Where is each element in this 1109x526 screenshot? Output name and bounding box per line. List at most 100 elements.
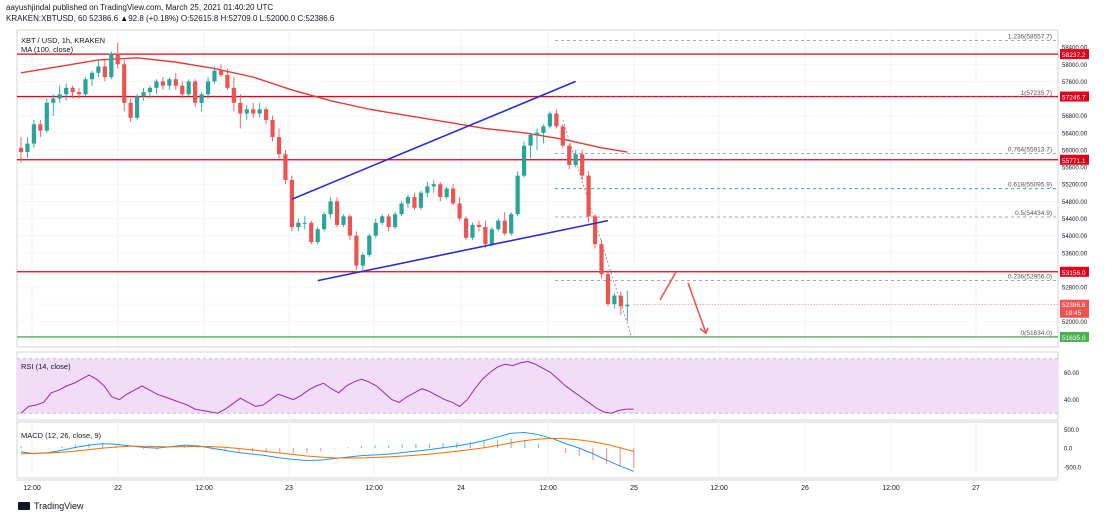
y-tick-label: 54800.00 [1062,200,1088,206]
candle-body-down [554,113,559,127]
candle-body-up [547,113,552,127]
fibonacci-level-label: 1(57235.7) [1021,90,1052,97]
candle-body-down [276,137,282,155]
candle-body-down [463,218,469,238]
x-tick-label: 25 [630,485,638,492]
price-label-badge [1060,49,1089,60]
candle-body-up [496,220,501,230]
y-tick-label: 56000.00 [1062,148,1088,154]
macd-axis-label: 0.0 [1064,447,1073,453]
candle-body-down [102,66,107,78]
chart-canvas[interactable]: 12:00 22 12:00 23 12:00 24 12:00 25 12:00 26 12:00… [0,0,1109,500]
y-tick-label: 55600.00 [1062,166,1088,172]
x-tick-label: 12:00 [195,485,213,492]
candle-body-up [186,81,191,95]
y-tick-label: 54400.00 [1062,217,1088,223]
candle-body-up [373,222,378,236]
support-level-label: 51635.0 [1062,335,1086,342]
candle-body-up [522,145,527,176]
price-level-label: 58237.2 [1062,52,1086,59]
candle-body-down [386,216,391,228]
x-tick-label: 12:00 [882,485,900,492]
candle-body-down [605,274,611,305]
candle-body-down [38,124,43,131]
candle-body-down [438,184,443,198]
candle-body-down [347,216,353,236]
support-label-badge [1060,331,1089,342]
projection-arrow-down [687,282,707,334]
candle-body-up [380,216,385,223]
candle-body-up [541,126,546,133]
candle-body-down [115,53,120,65]
main-pane-symbol-label: XBT / USD, 1h, KRAKEN [21,36,106,45]
candle-body-down [334,201,340,225]
macd-pane-frame [16,421,1059,479]
candle-body-down [180,85,185,95]
price-label-badge [1060,91,1089,102]
candle-body-up [418,192,423,208]
candle-body-down [580,154,585,176]
y-tick-label: 58000.00 [1062,63,1088,69]
candle-body-up [625,304,630,307]
arrowhead [699,327,709,335]
candle-body-down [412,197,417,208]
candle-body-up [534,132,540,135]
price-level-label: 55771.1 [1062,158,1086,165]
candle-body-up [515,175,520,215]
candle-body-up [205,81,211,95]
candle-body-down [592,216,598,245]
candle-body-up [315,229,320,243]
rsi-line [20,361,634,414]
candle-body-up [51,98,56,103]
candle-body-down [283,154,288,180]
candle-body-up [405,197,411,204]
candle-body-up [322,214,327,230]
macd-axis-label: 500.0 [1064,428,1080,434]
price-label-badge [1060,266,1089,277]
publish-header: aayushjindal published on TradingView.co… [6,3,274,12]
price-level-label: 53156.0 [1062,270,1086,277]
countdown-label: 19:45 [1065,310,1082,317]
macd-line [20,431,634,472]
candle-body-up [612,295,617,305]
candle-body-down [289,179,294,228]
candle-body-up [302,222,307,224]
candle-body-up [31,124,36,144]
fibonacci-level-label: 0.618(55095.9) [1008,182,1052,189]
candle-body-down [309,222,314,243]
candle-body-up [109,53,114,78]
candle-body-up [44,102,49,131]
main-pane-frame [16,29,1059,348]
candle-body-up [57,94,62,99]
candle-body-down [451,188,456,204]
x-tick-label: 12:00 [365,485,383,492]
candle-body-up [328,201,333,215]
candle-body-up [341,216,346,225]
projection-arrow-up [659,271,677,301]
x-tick-label: 12:00 [710,485,728,492]
fibonacci-level-label: 0.764(55913.7) [1008,147,1052,154]
last-price-label: 52386.6 [1062,302,1086,309]
candle-body-down [567,145,572,165]
y-tick-label: 57600.00 [1062,80,1088,86]
candle-body-down [586,175,591,217]
candle-body-up [212,70,217,82]
y-tick-label: 53600.00 [1062,251,1088,257]
y-tick-label: 58400.00 [1062,46,1088,52]
macd-pane-label: MACD (12, 26, close, 9) [21,431,102,440]
candle-body-up [244,109,249,114]
candle-body-up [167,79,172,86]
tradingview-logo-icon [18,502,30,510]
candle-body-up [135,96,140,118]
candle-body-up [64,87,69,95]
y-tick-label: 54000.00 [1062,234,1088,240]
candle-body-up [199,94,204,103]
ohlc-readout: 52386.6 ▲92.8 (+0.18%) O:52615.8 H:52709… [89,14,335,23]
candle-body-down [264,109,269,120]
candle-body-up [296,222,301,228]
x-tick-label: 24 [457,485,465,492]
tradingview-brand: TradingView [34,501,84,511]
candle-body-down [483,227,488,245]
candle-body-up [444,188,449,198]
x-tick-label: 12:00 [23,485,41,492]
